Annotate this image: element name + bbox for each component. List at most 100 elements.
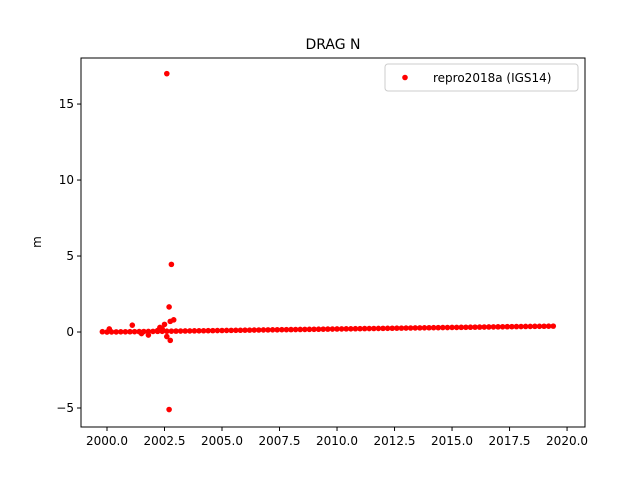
point bbox=[297, 326, 304, 333]
y-axis-label: m bbox=[30, 236, 44, 248]
point bbox=[361, 325, 368, 332]
point bbox=[550, 323, 557, 329]
point bbox=[269, 327, 276, 333]
point bbox=[306, 326, 313, 333]
point bbox=[522, 323, 529, 330]
point bbox=[320, 326, 327, 332]
point bbox=[150, 328, 156, 335]
y-tick-label: 15 bbox=[59, 97, 74, 111]
point bbox=[486, 324, 492, 330]
plot-frame bbox=[80, 57, 586, 428]
point bbox=[527, 323, 534, 330]
point bbox=[371, 325, 377, 332]
point bbox=[338, 326, 345, 332]
point bbox=[279, 326, 285, 333]
point bbox=[246, 327, 253, 333]
point bbox=[389, 325, 396, 332]
point bbox=[495, 324, 501, 330]
point bbox=[532, 323, 538, 330]
y-tick-label: −5 bbox=[56, 401, 74, 415]
point bbox=[200, 327, 207, 334]
point bbox=[223, 327, 230, 334]
point bbox=[228, 327, 235, 334]
point bbox=[145, 332, 152, 338]
point bbox=[210, 327, 216, 334]
point bbox=[302, 326, 308, 333]
point bbox=[106, 326, 113, 332]
point bbox=[117, 329, 124, 335]
point bbox=[357, 325, 363, 332]
legend-marker bbox=[402, 74, 408, 81]
point bbox=[417, 325, 423, 331]
point bbox=[403, 325, 409, 331]
point bbox=[219, 327, 225, 334]
point bbox=[536, 323, 543, 330]
point bbox=[490, 324, 497, 330]
point bbox=[170, 317, 177, 323]
point bbox=[394, 325, 400, 331]
point bbox=[481, 324, 488, 330]
point bbox=[292, 326, 299, 333]
point bbox=[430, 324, 437, 331]
point bbox=[343, 326, 350, 332]
point bbox=[233, 327, 239, 334]
point bbox=[260, 327, 267, 333]
point bbox=[187, 328, 193, 334]
point bbox=[463, 324, 469, 331]
point bbox=[131, 328, 138, 335]
point bbox=[458, 324, 465, 331]
point bbox=[182, 328, 189, 334]
point bbox=[412, 325, 419, 331]
point bbox=[251, 327, 258, 333]
point bbox=[164, 70, 170, 77]
point bbox=[421, 325, 428, 331]
x-tick-label: 2007.5 bbox=[259, 434, 301, 448]
chart-title: DRAG N bbox=[305, 37, 360, 53]
x-tick-label: 2012.5 bbox=[374, 434, 416, 448]
point bbox=[214, 327, 221, 334]
point bbox=[407, 325, 414, 331]
point bbox=[334, 326, 340, 332]
point bbox=[444, 324, 451, 331]
point bbox=[435, 324, 442, 331]
point bbox=[168, 328, 175, 334]
point bbox=[352, 325, 359, 332]
x-tick-label: 2002.5 bbox=[144, 434, 186, 448]
point bbox=[138, 330, 145, 337]
point bbox=[449, 324, 455, 331]
point bbox=[129, 322, 136, 328]
point bbox=[161, 321, 168, 328]
point bbox=[504, 323, 511, 330]
point bbox=[242, 327, 248, 333]
point bbox=[173, 328, 179, 334]
point bbox=[166, 406, 172, 413]
point bbox=[472, 324, 478, 330]
point bbox=[518, 323, 524, 330]
point bbox=[274, 326, 281, 333]
point bbox=[440, 324, 446, 331]
point bbox=[167, 337, 174, 344]
point bbox=[476, 324, 483, 330]
x-tick-label: 2015.0 bbox=[431, 434, 473, 448]
point bbox=[113, 329, 119, 335]
point bbox=[191, 328, 198, 334]
legend-label: repro2018a (IGS14) bbox=[433, 71, 551, 85]
point bbox=[177, 328, 184, 334]
x-tick-label: 2020.0 bbox=[546, 434, 588, 448]
point bbox=[196, 327, 202, 334]
point bbox=[375, 325, 382, 332]
x-tick-label: 2000.0 bbox=[86, 434, 128, 448]
point bbox=[426, 324, 432, 331]
point bbox=[509, 323, 515, 330]
point bbox=[380, 325, 386, 332]
x-tick-label: 2017.5 bbox=[489, 434, 531, 448]
point bbox=[265, 327, 271, 333]
point bbox=[384, 325, 391, 332]
y-tick-label: 10 bbox=[59, 173, 74, 187]
point bbox=[99, 328, 106, 335]
point bbox=[122, 328, 129, 335]
x-tick-label: 2005.0 bbox=[201, 434, 243, 448]
legend-box bbox=[384, 63, 579, 92]
point bbox=[541, 323, 547, 330]
point bbox=[164, 333, 170, 340]
